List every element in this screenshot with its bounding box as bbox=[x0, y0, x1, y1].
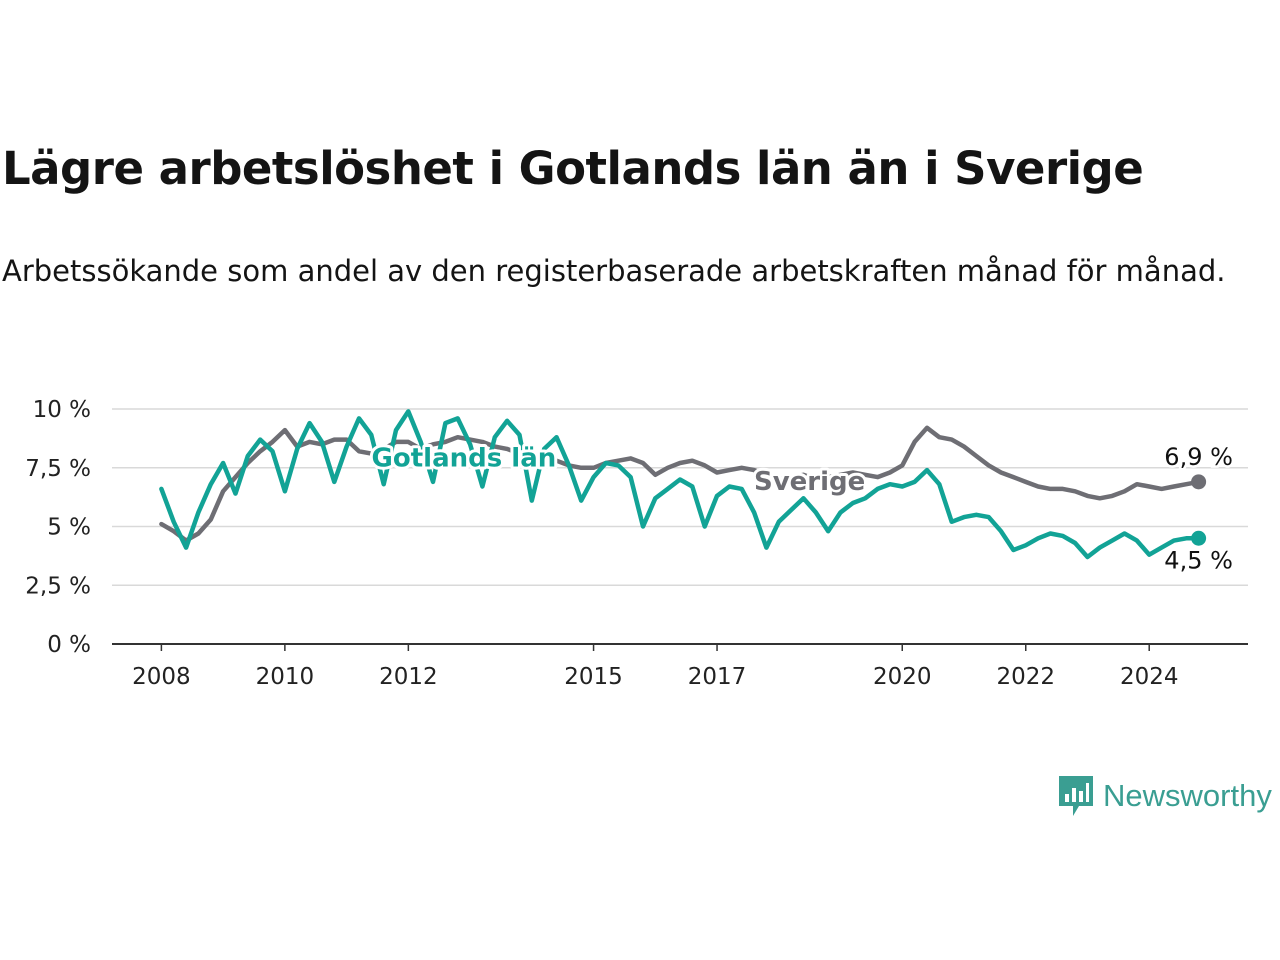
series-line-gotland bbox=[159, 409, 1201, 560]
sverige-end-value: 6,9 % bbox=[1164, 443, 1233, 471]
x-tick-label: 2017 bbox=[688, 664, 747, 690]
y-tick-label: 7,5 % bbox=[25, 456, 91, 482]
series-line-sverige bbox=[159, 425, 1201, 543]
series-end-point bbox=[1191, 530, 1207, 546]
newsworthy-brand[interactable]: Newsworthy bbox=[1057, 772, 1272, 820]
x-axis: 2008 2010 2012 2015 2017 2020 2022 2024 bbox=[112, 643, 1248, 690]
y-tick-label: 5 % bbox=[47, 515, 91, 541]
x-tick-label: 2010 bbox=[256, 664, 315, 690]
x-tick-label: 2020 bbox=[873, 664, 932, 690]
sverige-series-label: Sverige bbox=[754, 467, 865, 497]
newsworthy-chart-bubble-icon bbox=[1059, 776, 1093, 816]
chart-subtitle: Arbetssökande som andel av den registerb… bbox=[2, 254, 1226, 288]
series-end-point bbox=[1191, 474, 1207, 490]
x-tick-label: 2008 bbox=[132, 664, 191, 690]
x-tick-label: 2012 bbox=[379, 664, 438, 690]
gridlines bbox=[112, 408, 1248, 586]
brand-name: Newsworthy bbox=[1103, 778, 1272, 813]
series-lines bbox=[159, 409, 1207, 560]
y-tick-label: 10 % bbox=[33, 397, 91, 423]
y-axis-ticks: 0 % 2,5 % 5 % 7,5 % 10 % bbox=[25, 397, 91, 658]
y-tick-label: 0 % bbox=[47, 632, 91, 658]
gotland-series-label: Gotlands län bbox=[372, 444, 557, 474]
x-tick-label: 2022 bbox=[996, 664, 1055, 690]
x-tick-label: 2015 bbox=[564, 664, 623, 690]
series-labels: 6,9 % 4,5 % Gotlands län Sverige bbox=[369, 440, 1236, 576]
y-tick-label: 2,5 % bbox=[25, 573, 91, 599]
x-tick-label: 2024 bbox=[1120, 664, 1179, 690]
chart-title: Lägre arbetslöshet i Gotlands län än i S… bbox=[2, 142, 1144, 195]
gotland-end-value: 4,5 % bbox=[1164, 546, 1233, 574]
